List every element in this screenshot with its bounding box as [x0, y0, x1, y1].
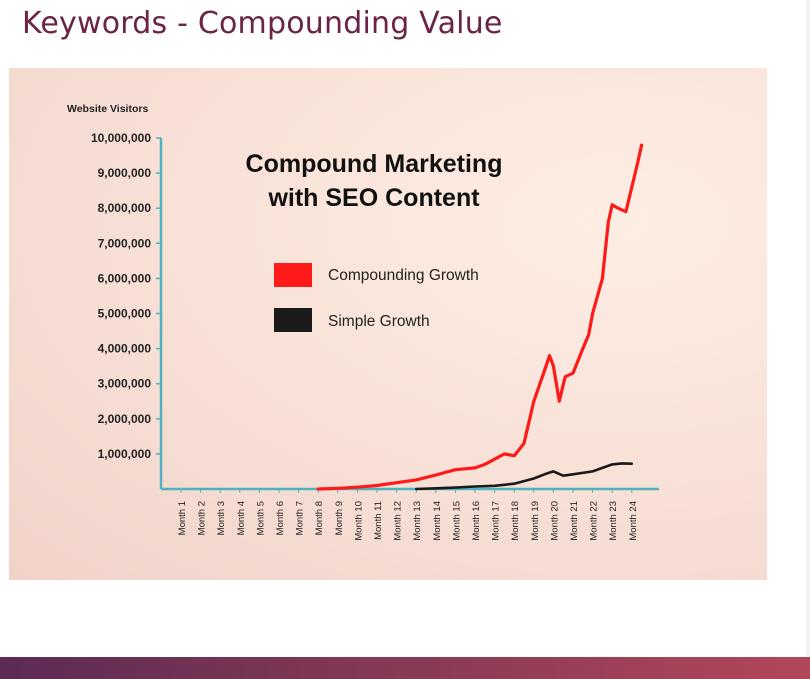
growth-chart: 1,000,000 2,000,000 3,000,000 4,000,000 5,00…	[67, 103, 659, 541]
x-tick-label: Month 14	[432, 501, 443, 541]
x-tick-label: Month 2	[197, 501, 208, 535]
x-tick-label: Month 24	[628, 501, 639, 541]
legend-label-compounding: Compounding Growth	[328, 267, 479, 284]
x-tick-label: Month 3	[216, 501, 227, 535]
y-tick-label: 4,000,000	[98, 342, 152, 356]
x-tick-label: Month 12	[393, 501, 404, 541]
slide-title: Keywords - Compounding Value	[22, 6, 503, 41]
y-tick-label: 5,000,000	[98, 307, 152, 321]
x-tick-label: Month 23	[608, 501, 619, 541]
x-tick-label: Month 9	[334, 501, 345, 535]
x-tick-label: Month 22	[589, 501, 600, 541]
x-tick-label: Month 7	[295, 501, 306, 535]
y-tick-label: 6,000,000	[98, 271, 152, 285]
x-tick-label: Month 10	[353, 501, 364, 541]
legend: Compounding Growth Simple Growth	[274, 263, 479, 332]
y-tick-label: 9,000,000	[98, 166, 152, 180]
x-tick-label: Month 6	[275, 501, 286, 535]
chart-title-line-1: Compound Marketing	[246, 150, 503, 178]
y-tick-label: 10,000,000	[91, 131, 151, 145]
x-tick-label: Month 4	[236, 501, 247, 535]
x-tick-label: Month 5	[255, 501, 266, 535]
legend-swatch-compounding	[274, 263, 312, 287]
x-tick-label: Month 8	[314, 501, 325, 535]
y-tick-label: 1,000,000	[98, 447, 152, 461]
x-tick-label: Month 13	[412, 501, 423, 541]
footer-bar	[0, 657, 810, 679]
y-tick-label: 8,000,000	[98, 201, 152, 215]
chart-panel: 1,000,000 2,000,000 3,000,000 4,000,000 5,00…	[9, 68, 767, 580]
x-tick-label: Month 21	[569, 501, 580, 541]
x-tick-label: Month 17	[491, 501, 502, 541]
y-tick-label: 3,000,000	[98, 377, 152, 391]
y-tick-label: 7,000,000	[98, 236, 152, 250]
x-tick-label: Month 11	[373, 501, 384, 540]
x-tick-label: Month 15	[451, 501, 462, 541]
y-axis-label: Website Visitors	[67, 103, 148, 115]
legend-swatch-simple	[274, 308, 312, 332]
y-tick-label: 2,000,000	[98, 412, 152, 426]
chart-title-line-2: with SEO Content	[267, 184, 480, 212]
x-tick-label: Month 16	[471, 501, 482, 541]
x-tick-label: Month 1	[177, 501, 188, 535]
x-tick-label: Month 20	[549, 501, 560, 541]
series-line-compounding	[316, 143, 644, 491]
x-tick-label: Month 18	[510, 501, 521, 541]
legend-label-simple: Simple Growth	[328, 313, 430, 330]
series-line-simple	[414, 462, 634, 491]
x-tick-label: Month 19	[530, 501, 541, 541]
window-edge	[806, 0, 810, 657]
